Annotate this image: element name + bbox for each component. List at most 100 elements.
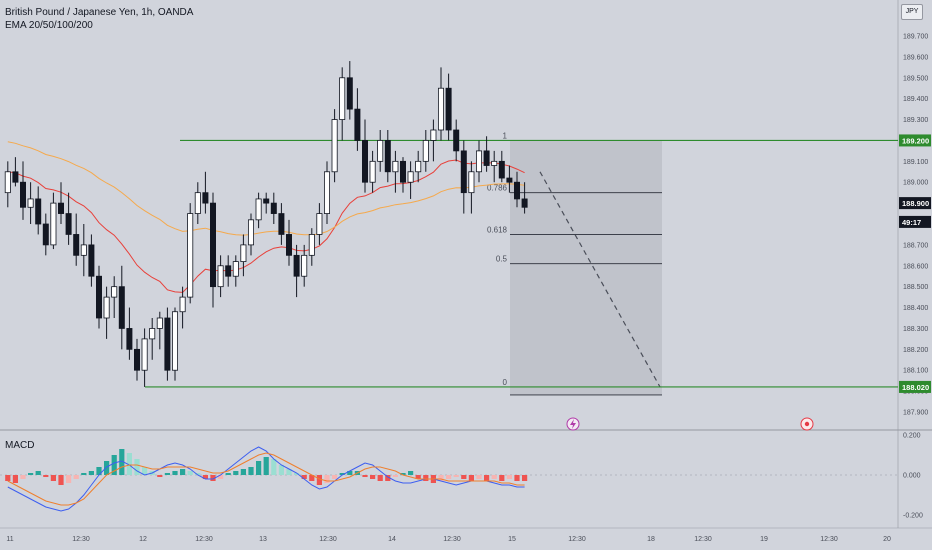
- candle-body: [202, 192, 209, 204]
- macd-histogram-bar: [446, 475, 452, 479]
- macd-histogram-bar: [157, 475, 163, 477]
- candle-body: [194, 192, 201, 214]
- fib-zone: [510, 140, 662, 395]
- macd-histogram-bar: [28, 473, 34, 475]
- currency-button[interactable]: JPY: [901, 4, 923, 20]
- macd-histogram-bar: [332, 475, 338, 479]
- macd-histogram-bar: [233, 471, 239, 475]
- price-tick: 188.500: [903, 284, 928, 291]
- time-tick: 12:30: [319, 536, 337, 543]
- candle-body: [4, 171, 11, 194]
- price-tick: 189.000: [903, 180, 928, 187]
- price-tick: 189.300: [903, 117, 928, 124]
- macd-line: [7, 446, 525, 512]
- macd-histogram-bar: [468, 475, 474, 481]
- time-tick: 19: [760, 536, 768, 543]
- macd-histogram-bar: [461, 475, 467, 479]
- candle-body: [369, 160, 376, 183]
- time-tick: 20: [883, 536, 891, 543]
- candle-body: [42, 223, 49, 246]
- candle-body: [164, 317, 171, 371]
- macd-histogram-bar: [506, 475, 512, 479]
- macd-plot: [0, 446, 898, 512]
- macd-histogram-bar: [278, 465, 284, 475]
- horizontal-levels[interactable]: [145, 139, 898, 388]
- candle-body: [179, 296, 186, 313]
- candle-body: [58, 202, 65, 214]
- candle-body: [301, 254, 308, 277]
- macd-histogram-bar: [240, 469, 246, 475]
- macd-title[interactable]: MACD: [5, 440, 35, 451]
- price-tick: 189.600: [903, 54, 928, 61]
- macd-histogram-bar: [438, 475, 444, 481]
- macd-histogram-bar: [362, 475, 368, 477]
- ema-50-line: [7, 141, 525, 236]
- time-tick: 12:30: [72, 536, 90, 543]
- time-tick: 18: [647, 536, 655, 543]
- candle-body: [316, 213, 323, 235]
- macd-histogram-bar: [286, 469, 292, 475]
- time-tick: 12:30: [195, 536, 213, 543]
- symbol-title[interactable]: British Pound / Japanese Yen, 1h, OANDA: [5, 7, 194, 18]
- macd-histogram-bar: [385, 475, 391, 481]
- macd-axis[interactable]: 0.200 0.000 -0.200: [903, 433, 923, 520]
- candle-body: [171, 311, 178, 371]
- candle-body: [346, 77, 353, 110]
- time-tick: 12:30: [568, 536, 586, 543]
- candle-body: [65, 213, 72, 235]
- candle-body: [141, 338, 148, 371]
- countdown-tag-bg: [899, 215, 931, 228]
- candle-body: [278, 213, 285, 235]
- fib-retracement-tool[interactable]: 1 0.786 0.618 0.5 0: [487, 131, 662, 396]
- macd-histogram-bar: [484, 475, 490, 481]
- lightning-icon[interactable]: [566, 417, 580, 431]
- macd-histogram-bar: [453, 475, 459, 477]
- chart-legend[interactable]: British Pound / Japanese Yen, 1h, OANDA …: [5, 6, 193, 32]
- price-tick: 188.100: [903, 368, 928, 375]
- ema-lines: [7, 141, 525, 293]
- price-tick: 189.700: [903, 34, 928, 41]
- price-tick: 188.700: [903, 242, 928, 249]
- macd-histogram-bar: [415, 475, 421, 479]
- candle-body: [339, 77, 346, 120]
- indicator-title[interactable]: EMA 20/50/100/200: [5, 20, 93, 31]
- candle-body: [323, 171, 330, 214]
- candle-body: [270, 202, 277, 214]
- last-price-tag: 188.900: [902, 199, 929, 208]
- macd-histogram-bar: [309, 475, 315, 481]
- time-tick: 13: [259, 536, 267, 543]
- macd-histogram-bar: [119, 449, 125, 475]
- fib-level-label: 0.618: [487, 225, 508, 234]
- macd-histogram-bar: [126, 453, 132, 475]
- support-price-tag: 188.020: [902, 383, 929, 392]
- candle-body: [111, 286, 118, 298]
- macd-histogram-bar: [210, 475, 216, 481]
- time-tick: 12:30: [820, 536, 838, 543]
- macd-histogram-bar: [202, 475, 208, 479]
- macd-histogram-bar: [316, 475, 322, 485]
- macd-histogram-bar: [218, 475, 224, 479]
- price-tick: 187.900: [903, 410, 928, 417]
- time-axis[interactable]: 11 12:30 12 12:30 13 12:30 14 12:30 15 12:30 18 12:…: [6, 536, 891, 543]
- fib-level-label: 0.5: [496, 255, 508, 264]
- candle-body: [407, 171, 414, 183]
- candle-body: [27, 198, 34, 208]
- macd-histogram-bar: [164, 473, 170, 475]
- candle-body: [491, 160, 498, 166]
- resistance-price-tag-bg: [899, 134, 931, 147]
- price-tick: 188.400: [903, 305, 928, 312]
- signal-line: [7, 452, 525, 506]
- support-price-tag-bg: [899, 380, 931, 393]
- macd-histogram-bar: [423, 475, 429, 481]
- target-icon[interactable]: [800, 417, 814, 431]
- macd-histogram-bar: [491, 475, 497, 479]
- time-tick: 12: [139, 536, 147, 543]
- price-tick: 188.300: [903, 326, 928, 333]
- candle-body: [217, 265, 224, 288]
- candle-body: [73, 234, 80, 256]
- last-price-tag-bg: [899, 197, 931, 210]
- macd-histogram-bar: [66, 475, 72, 483]
